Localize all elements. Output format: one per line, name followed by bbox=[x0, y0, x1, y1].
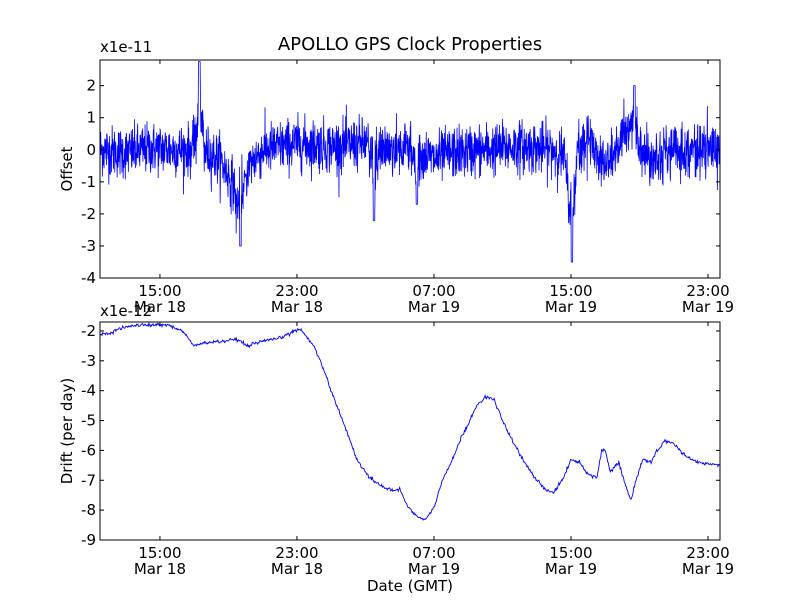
drift-x-tick-time: 15:00 bbox=[138, 544, 181, 562]
drift-x-tick-date: Mar 18 bbox=[271, 560, 323, 578]
drift-y-tick-label: -5 bbox=[81, 412, 96, 430]
offset-x-tick-date: Mar 18 bbox=[271, 298, 323, 316]
offset-scale-label: x1e-11 bbox=[100, 38, 152, 56]
offset-x-tick-date: Mar 19 bbox=[545, 298, 597, 316]
offset-x-tick-date: Mar 19 bbox=[682, 298, 734, 316]
offset-x-tick-date: Mar 18 bbox=[134, 298, 186, 316]
x-axis-label: Date (GMT) bbox=[367, 577, 453, 595]
drift-x-tick-time: 07:00 bbox=[412, 544, 455, 562]
drift-x-tick-date: Mar 19 bbox=[408, 560, 460, 578]
offset-x-tick-time: 15:00 bbox=[549, 282, 592, 300]
drift-x-tick-date: Mar 19 bbox=[545, 560, 597, 578]
offset-x-tick-time: 23:00 bbox=[686, 282, 729, 300]
offset-y-tick-label: -1 bbox=[81, 173, 96, 191]
drift-y-tick-label: -4 bbox=[81, 382, 96, 400]
chart-title: APOLLO GPS Clock Properties bbox=[278, 34, 542, 55]
drift-y-tick-label: -2 bbox=[81, 322, 96, 340]
drift-x-tick-date: Mar 18 bbox=[134, 560, 186, 578]
drift-series-line bbox=[100, 322, 720, 521]
offset-x-tick-time: 15:00 bbox=[138, 282, 181, 300]
drift-x-tick-time: 23:00 bbox=[686, 544, 729, 562]
drift-x-tick-date: Mar 19 bbox=[682, 560, 734, 578]
offset-x-tick-time: 07:00 bbox=[412, 282, 455, 300]
drift-x-tick-time: 15:00 bbox=[549, 544, 592, 562]
offset-x-tick-time: 23:00 bbox=[275, 282, 318, 300]
offset-y-tick-label: 1 bbox=[86, 109, 96, 127]
offset-series-line bbox=[100, 61, 720, 263]
drift-y-tick-label: -3 bbox=[81, 352, 96, 370]
drift-y-tick-label: -9 bbox=[81, 531, 96, 549]
drift-x-tick-time: 23:00 bbox=[275, 544, 318, 562]
offset-y-tick-label: -4 bbox=[81, 269, 96, 287]
offset-y-tick-label: -2 bbox=[81, 205, 96, 223]
drift-panel: x1e-12 Drift (per day) Date (GMT) -9 -8 -7… bbox=[58, 302, 734, 595]
drift-y-tick-label: -7 bbox=[81, 471, 96, 489]
offset-plot-frame bbox=[99, 59, 721, 279]
offset-y-axis-label: Offset bbox=[58, 146, 76, 191]
drift-scale-label: x1e-12 bbox=[100, 302, 152, 320]
drift-y-axis-label: Drift (per day) bbox=[58, 378, 76, 485]
drift-y-tick-label: -6 bbox=[81, 441, 96, 459]
offset-x-tick-date: Mar 19 bbox=[408, 298, 460, 316]
drift-plot-frame bbox=[99, 321, 721, 541]
offset-y-tick-label: 2 bbox=[86, 77, 96, 95]
offset-y-tick-label: -3 bbox=[81, 237, 96, 255]
drift-y-tick-label: -8 bbox=[81, 501, 96, 519]
offset-y-tick-label: 0 bbox=[86, 141, 96, 159]
